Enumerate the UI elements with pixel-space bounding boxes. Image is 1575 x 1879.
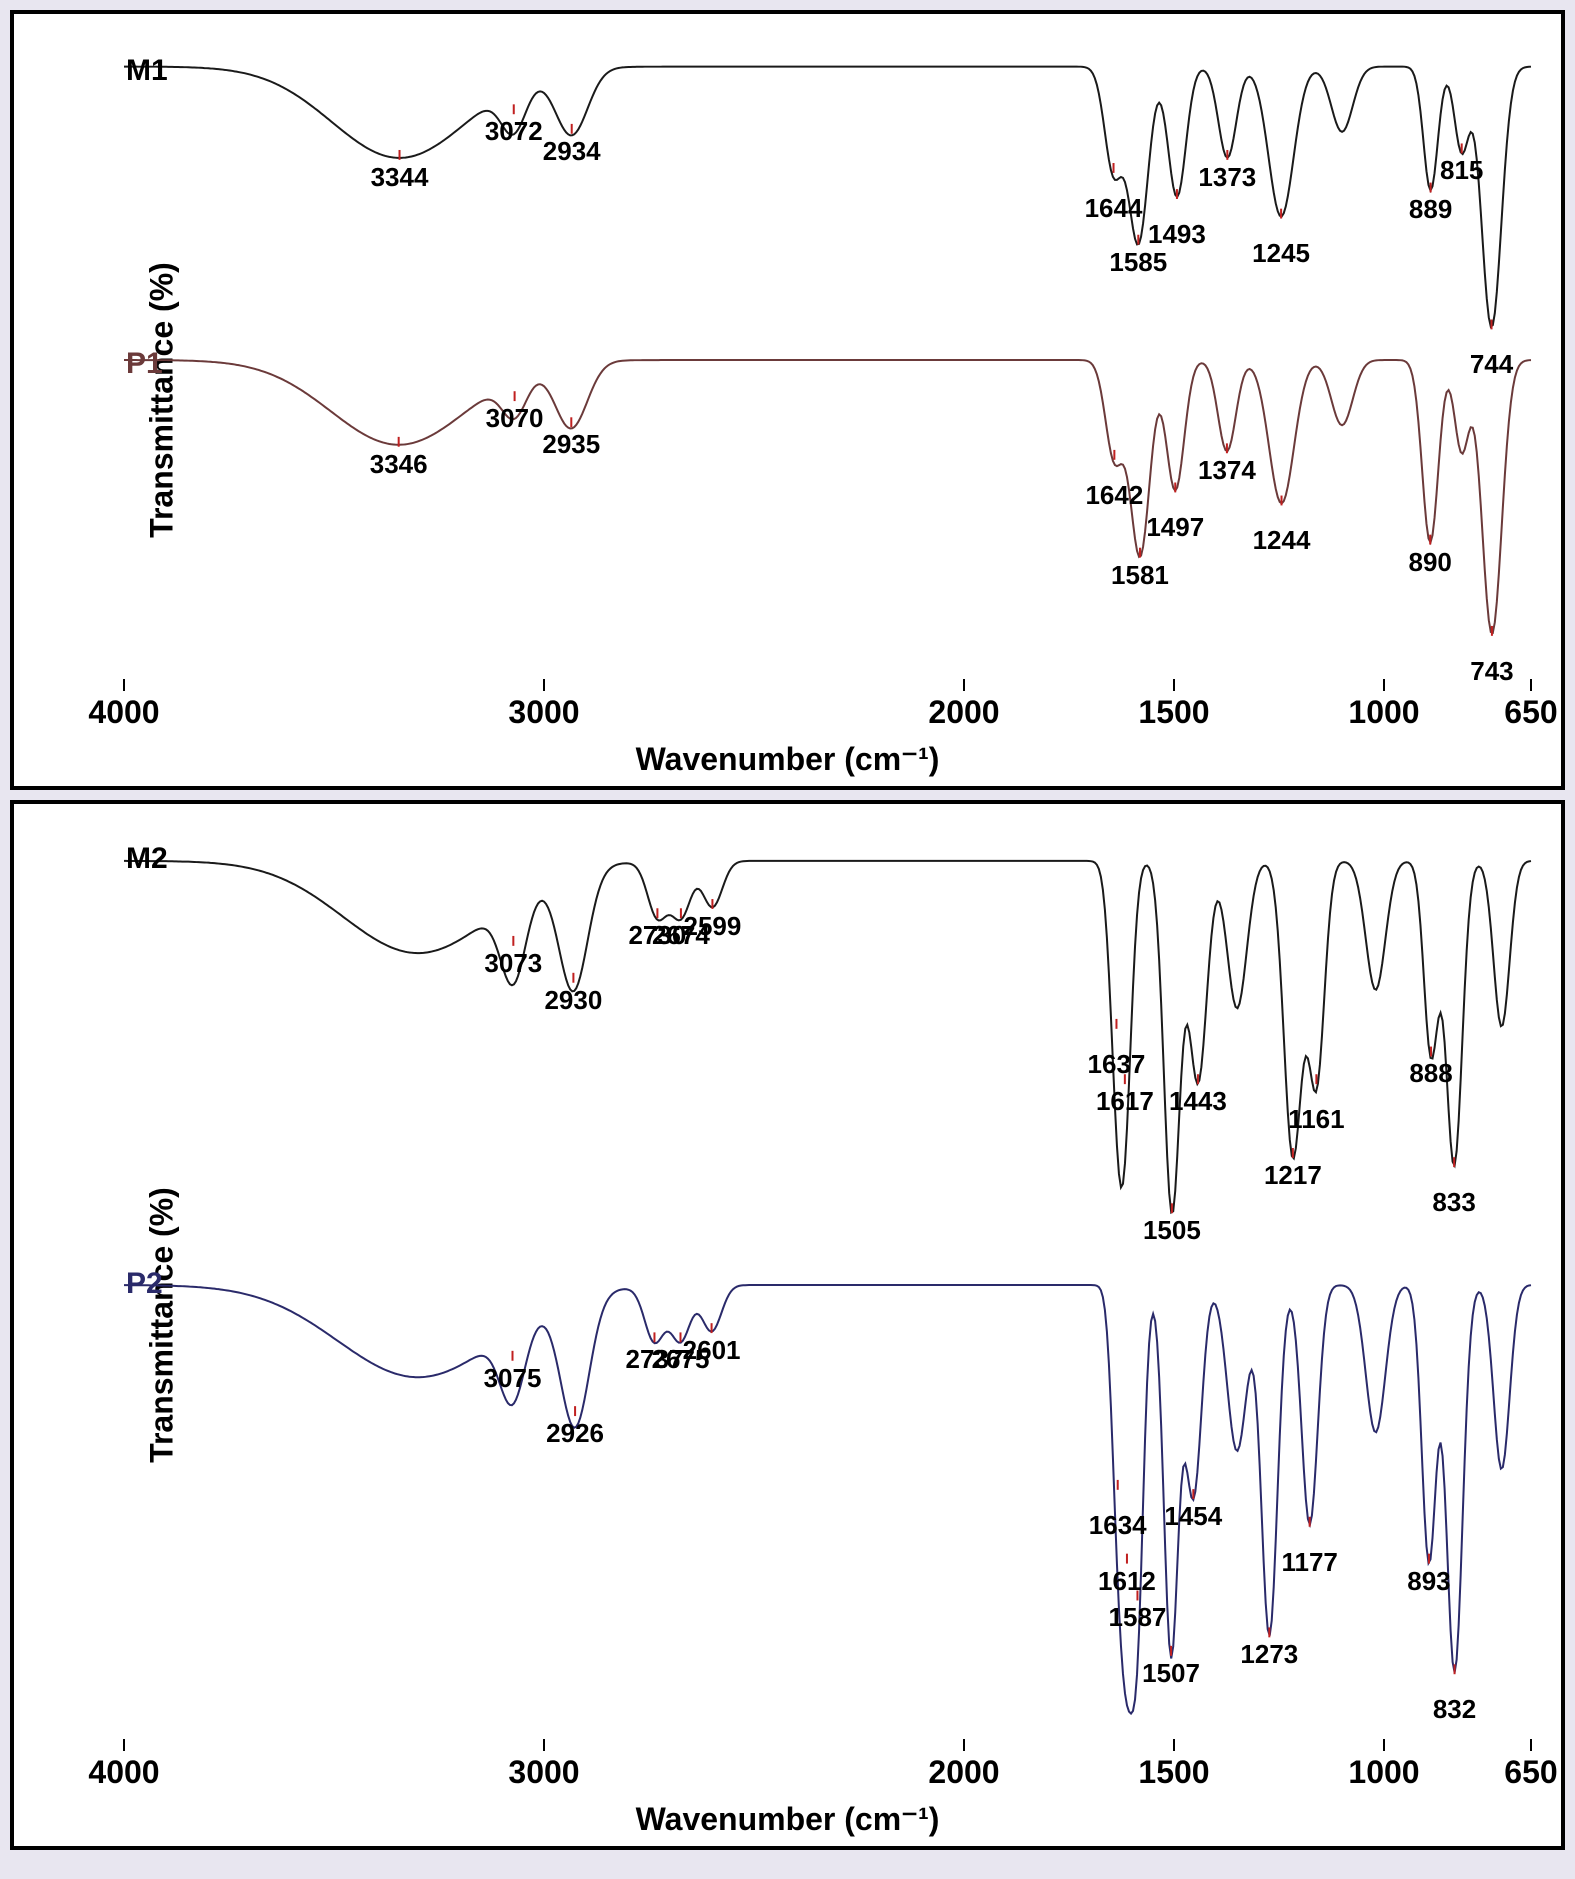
spectrum-trace-M1 xyxy=(124,67,1531,327)
peak-label: 832 xyxy=(1433,1694,1476,1725)
x-tick: 3000 xyxy=(508,1754,579,1791)
peak-label: 1617 xyxy=(1096,1086,1154,1117)
peak-label: 3072 xyxy=(485,116,543,147)
peak-label: 1507 xyxy=(1142,1658,1200,1689)
peak-label: 1587 xyxy=(1109,1602,1167,1633)
x-tick: 4000 xyxy=(88,1754,159,1791)
peak-label: 1644 xyxy=(1085,193,1143,224)
peak-label: 2935 xyxy=(542,429,600,460)
peak-label: 3346 xyxy=(370,449,428,480)
peak-label: 1581 xyxy=(1111,560,1169,591)
x-tick: 1000 xyxy=(1348,694,1419,731)
peak-label: 1217 xyxy=(1264,1160,1322,1191)
x-tick: 2000 xyxy=(928,1754,999,1791)
peak-label: 1244 xyxy=(1253,525,1311,556)
trace-label-M2: M2 xyxy=(126,842,168,876)
peak-label: 744 xyxy=(1470,349,1513,380)
x-tick: 1500 xyxy=(1138,694,1209,731)
peak-label: 1505 xyxy=(1143,1215,1201,1246)
peak-label: 2926 xyxy=(546,1418,604,1449)
peak-label: 3073 xyxy=(484,948,542,979)
x-tick: 4000 xyxy=(88,694,159,731)
ftir-figure: Transmittance (%) M133443072293416441585… xyxy=(0,10,1575,1850)
peak-label: 1634 xyxy=(1089,1510,1147,1541)
peak-label: 1373 xyxy=(1198,162,1256,193)
panel-1: Transmittance (%) M133443072293416441585… xyxy=(10,10,1565,790)
x-tick: 650 xyxy=(1504,1754,1557,1791)
peak-label: 1273 xyxy=(1240,1639,1298,1670)
spectrum-svg-2 xyxy=(124,824,1531,1746)
x-axis-label: Wavenumber (cm⁻¹) xyxy=(636,740,940,778)
spectrum-trace-P1 xyxy=(124,360,1531,633)
panel-2: Transmittance (%) M230732930273026742599… xyxy=(10,800,1565,1850)
peak-label: 3070 xyxy=(486,403,544,434)
plot-area-1: M1 3344 30722934 1644 15851493 1373 1245 889 815… xyxy=(124,34,1531,686)
x-tick: 1500 xyxy=(1138,1754,1209,1791)
peak-label: 2601 xyxy=(683,1335,741,1366)
peak-label: 1493 xyxy=(1148,219,1206,250)
plot-area-2: M230732930273026742599163716171505144312… xyxy=(124,824,1531,1746)
peak-label: 890 xyxy=(1408,547,1451,578)
peak-label: 893 xyxy=(1407,1566,1450,1597)
trace-label-P1: P1 xyxy=(126,347,163,381)
peak-label: 1161 xyxy=(1288,1104,1344,1135)
trace-label-M1: M1 xyxy=(126,54,168,88)
trace-label-P2: P2 xyxy=(126,1267,163,1301)
x-tick: 1000 xyxy=(1348,1754,1419,1791)
peak-label: 1497 xyxy=(1146,512,1204,543)
peak-label: 833 xyxy=(1432,1187,1475,1218)
peak-label: 889 xyxy=(1409,194,1452,225)
peak-label: 3075 xyxy=(484,1363,542,1394)
spectrum-trace-P2 xyxy=(124,1285,1531,1714)
peak-label: 2930 xyxy=(544,985,602,1016)
peak-label: 743 xyxy=(1470,656,1513,687)
peak-label: 2599 xyxy=(683,911,741,942)
peak-label: 1245 xyxy=(1252,238,1310,269)
peak-label: 1585 xyxy=(1109,247,1167,278)
peak-label: 1454 xyxy=(1164,1501,1222,1532)
peak-label: 1612 xyxy=(1098,1566,1156,1597)
spectrum-svg-1 xyxy=(124,34,1531,686)
peak-label: 1443 xyxy=(1169,1086,1227,1117)
x-tick: 3000 xyxy=(508,694,579,731)
peak-label: 1374 xyxy=(1198,455,1256,486)
peak-label: 1637 xyxy=(1088,1049,1146,1080)
peak-label: 888 xyxy=(1409,1058,1452,1089)
peak-label: 1177 xyxy=(1281,1547,1337,1578)
x-axis-label: Wavenumber (cm⁻¹) xyxy=(636,1800,940,1838)
x-tick: 2000 xyxy=(928,694,999,731)
peak-label: 815 xyxy=(1440,155,1483,186)
peak-label: 2934 xyxy=(543,136,601,167)
peak-label: 3344 xyxy=(371,162,429,193)
peak-label: 1642 xyxy=(1085,480,1143,511)
x-tick: 650 xyxy=(1504,694,1557,731)
